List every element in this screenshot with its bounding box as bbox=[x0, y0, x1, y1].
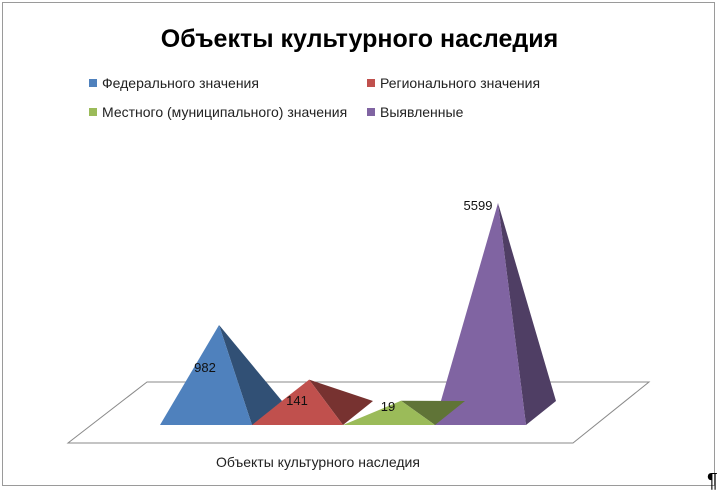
legend-label-federal: Федерального значения bbox=[102, 75, 259, 91]
legend-item-identified: Выявленные bbox=[367, 104, 463, 120]
legend-swatch-local bbox=[89, 108, 97, 116]
pyramid-front-0 bbox=[160, 325, 252, 425]
data-label-3: 5599 bbox=[464, 198, 493, 213]
data-label-2: 19 bbox=[381, 399, 395, 414]
pyramid-front-3 bbox=[434, 203, 526, 425]
pyramid-side-1 bbox=[309, 379, 373, 425]
legend-swatch-federal bbox=[89, 79, 97, 87]
data-label-0: 982 bbox=[194, 360, 216, 375]
data-label-1: 141 bbox=[286, 393, 308, 408]
pyramid-group: 982 141 19 5599 bbox=[160, 198, 556, 425]
legend-item-federal: Федерального значения bbox=[89, 75, 259, 91]
legend-swatch-regional bbox=[367, 79, 375, 87]
x-axis-category-label: Объекты культурного наследия bbox=[216, 454, 420, 470]
legend-label-local: Местного (муниципального) значения bbox=[102, 104, 348, 120]
legend-item-regional: Регионального значения bbox=[367, 75, 540, 91]
pyramid-side-0 bbox=[219, 325, 282, 425]
legend-swatch-identified bbox=[367, 108, 375, 116]
pyramid-front-1 bbox=[251, 379, 343, 425]
pilcrow-mark: ¶ bbox=[707, 470, 718, 492]
pyramid-side-2 bbox=[401, 400, 465, 425]
legend-label-regional: Регионального значения bbox=[380, 75, 541, 91]
legend-item-local: Местного (муниципального) значения bbox=[89, 104, 347, 120]
chart-title: Объекты культурного наследия bbox=[160, 25, 559, 53]
legend-label-identified: Выявленные bbox=[380, 104, 464, 120]
pyramid-front-2 bbox=[343, 400, 435, 425]
pyramid-side-3 bbox=[498, 203, 556, 425]
